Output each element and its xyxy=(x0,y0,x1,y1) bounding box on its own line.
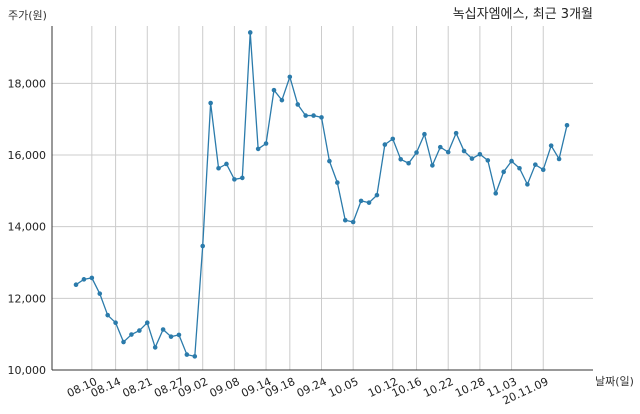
data-point xyxy=(216,165,221,171)
data-point xyxy=(501,169,506,175)
data-point xyxy=(445,149,451,155)
data-point xyxy=(390,136,396,142)
data-point xyxy=(366,200,372,205)
x-axis-title: 날짜(일) xyxy=(595,374,634,388)
data-point xyxy=(287,74,293,80)
y-tick-label: 12,000 xyxy=(8,292,47,305)
data-point xyxy=(540,167,546,172)
data-point xyxy=(548,143,554,148)
data-point xyxy=(414,150,419,155)
x-tick-label: 10.22 xyxy=(421,375,455,400)
data-point xyxy=(168,334,174,339)
data-point xyxy=(184,352,190,357)
y-axis-title: 주가(원) xyxy=(8,9,47,22)
data-point xyxy=(437,144,443,150)
data-point xyxy=(430,163,435,168)
x-tick-label: 09.24 xyxy=(295,375,329,400)
chart-title: 녹십자엠에스, 최근 3개월 xyxy=(453,7,593,22)
data-point xyxy=(271,87,277,93)
data-point xyxy=(509,158,514,164)
data-point xyxy=(398,157,403,162)
data-point xyxy=(303,113,308,118)
data-point xyxy=(564,122,570,128)
data-point xyxy=(81,277,87,282)
y-tick-label: 10,000 xyxy=(8,364,47,377)
data-point xyxy=(485,158,491,163)
y-tick-label: 14,000 xyxy=(8,221,47,234)
data-point xyxy=(342,217,348,223)
data-point xyxy=(461,148,467,154)
data-point xyxy=(525,182,530,187)
x-tick-label: 08.21 xyxy=(120,375,154,400)
data-point xyxy=(263,141,269,146)
data-point xyxy=(295,102,301,107)
data-point xyxy=(89,275,95,281)
data-point xyxy=(358,198,364,204)
data-point xyxy=(469,156,475,161)
data-point xyxy=(422,131,427,137)
data-point xyxy=(129,332,134,337)
data-point xyxy=(406,160,411,166)
data-point xyxy=(224,161,229,167)
data-point xyxy=(160,327,166,332)
data-point xyxy=(97,291,103,296)
data-point xyxy=(493,191,499,196)
data-point xyxy=(453,130,459,136)
data-point xyxy=(232,177,237,182)
data-point xyxy=(517,165,522,171)
data-point xyxy=(311,113,316,118)
data-point xyxy=(192,354,198,359)
data-point xyxy=(208,100,213,106)
data-point xyxy=(556,156,562,162)
data-point xyxy=(144,320,150,326)
data-point xyxy=(137,328,142,333)
x-tick-label: 10.05 xyxy=(326,375,360,400)
data-point xyxy=(350,219,356,225)
x-tick-label: 10.28 xyxy=(453,375,487,400)
data-point xyxy=(382,142,388,147)
data-point xyxy=(533,162,538,167)
data-point xyxy=(113,320,118,326)
data-point xyxy=(240,175,245,181)
data-point xyxy=(152,345,158,350)
data-point xyxy=(247,30,253,35)
data-point xyxy=(319,115,324,120)
y-tick-label: 18,000 xyxy=(8,77,47,90)
x-tick-label: 09.08 xyxy=(208,375,242,400)
data-point xyxy=(105,312,110,318)
data-point xyxy=(374,192,380,198)
data-point xyxy=(73,282,79,288)
data-point xyxy=(477,151,483,157)
data-point xyxy=(176,332,182,338)
data-point xyxy=(121,339,126,345)
y-tick-label: 16,000 xyxy=(8,149,47,162)
data-point xyxy=(335,180,340,185)
data-point xyxy=(255,146,261,152)
data-point xyxy=(327,158,332,164)
data-point xyxy=(279,97,285,103)
data-point xyxy=(200,243,206,249)
